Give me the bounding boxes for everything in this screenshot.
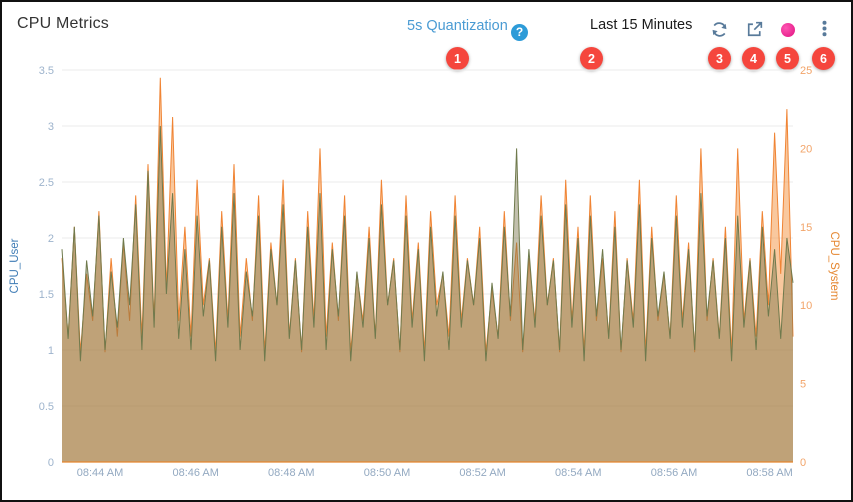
cpu-metrics-chart: 0 0.5 1 1.5 2 2.5 3 3.5 0 5 10 15 20 25 08:44 AM 08:46 … xyxy=(9,65,840,479)
callout-badge-1: 1 xyxy=(446,47,469,70)
svg-text:08:56 AM: 08:56 AM xyxy=(651,467,697,479)
callout-badge-6: 6 xyxy=(812,47,835,70)
kebab-menu-icon[interactable] xyxy=(814,18,835,39)
svg-text:3: 3 xyxy=(48,121,54,133)
time-range-selector[interactable]: Last 15 Minutes xyxy=(590,17,693,33)
callout-badge-5: 5 xyxy=(776,47,799,70)
callout-badge-3: 3 xyxy=(708,47,731,70)
svg-text:15: 15 xyxy=(800,222,812,234)
svg-text:10: 10 xyxy=(800,300,812,312)
svg-text:08:48 AM: 08:48 AM xyxy=(268,467,314,479)
svg-text:08:44 AM: 08:44 AM xyxy=(77,467,123,479)
svg-text:CPU_User: CPU_User xyxy=(9,238,21,293)
svg-text:0: 0 xyxy=(800,457,806,469)
svg-text:2: 2 xyxy=(48,233,54,245)
svg-text:CPU_System: CPU_System xyxy=(828,231,840,300)
svg-text:08:58 AM: 08:58 AM xyxy=(746,467,792,479)
svg-text:08:52 AM: 08:52 AM xyxy=(459,467,505,479)
page-title: CPU Metrics xyxy=(17,15,109,32)
svg-text:25: 25 xyxy=(800,65,812,77)
svg-text:5: 5 xyxy=(800,379,806,391)
svg-text:08:50 AM: 08:50 AM xyxy=(364,467,410,479)
export-icon[interactable] xyxy=(744,19,765,40)
svg-text:20: 20 xyxy=(800,143,812,155)
svg-text:0: 0 xyxy=(48,457,54,469)
svg-text:1: 1 xyxy=(48,345,54,357)
quantization-label[interactable]: 5s Quantization xyxy=(407,18,508,34)
svg-text:0.5: 0.5 xyxy=(39,401,54,413)
refresh-icon[interactable] xyxy=(709,19,730,40)
callout-badge-2: 2 xyxy=(580,47,603,70)
svg-text:08:54 AM: 08:54 AM xyxy=(555,467,601,479)
help-icon[interactable]: ? xyxy=(511,24,528,41)
live-stream-dot[interactable] xyxy=(781,23,795,37)
callout-badge-4: 4 xyxy=(742,47,765,70)
svg-text:3.5: 3.5 xyxy=(39,65,54,77)
svg-text:08:46 AM: 08:46 AM xyxy=(172,467,218,479)
svg-text:1.5: 1.5 xyxy=(39,289,54,301)
svg-text:2.5: 2.5 xyxy=(39,177,54,189)
